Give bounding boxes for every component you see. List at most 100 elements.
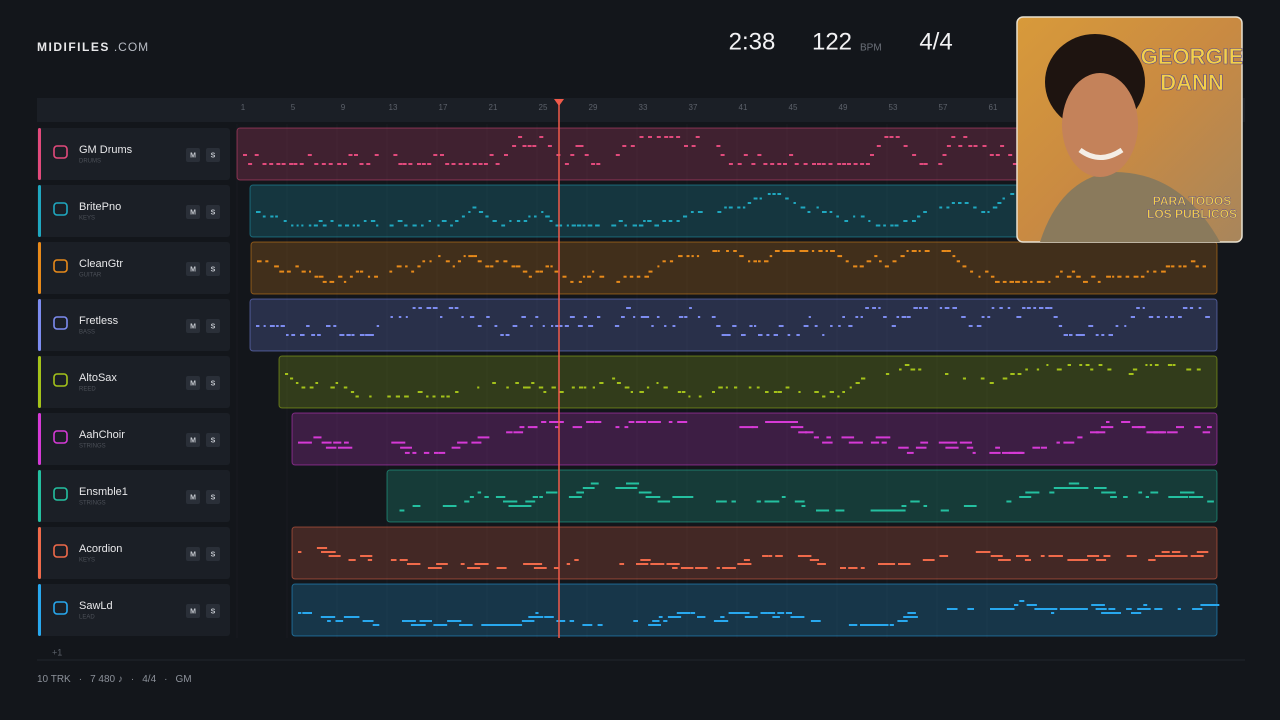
note <box>545 215 550 218</box>
note <box>350 391 355 393</box>
note <box>810 620 821 622</box>
note <box>1180 491 1195 494</box>
note <box>293 163 298 165</box>
note <box>689 307 692 309</box>
note <box>584 154 589 156</box>
note <box>1123 496 1128 498</box>
note <box>554 270 559 273</box>
note <box>635 421 647 423</box>
note <box>860 316 863 318</box>
mute-button[interactable] <box>186 604 200 618</box>
note <box>1053 316 1058 318</box>
note <box>876 145 881 147</box>
note <box>918 368 922 371</box>
track-header[interactable] <box>37 356 230 408</box>
note <box>1101 491 1116 494</box>
note <box>397 220 403 222</box>
note <box>794 500 805 503</box>
solo-button[interactable] <box>206 490 220 504</box>
track-header[interactable] <box>37 413 230 465</box>
bar-number: 9 <box>341 103 346 112</box>
note <box>966 446 974 449</box>
note <box>298 441 312 444</box>
mute-button[interactable] <box>186 148 200 162</box>
note <box>899 368 902 371</box>
note <box>464 500 470 503</box>
note <box>301 224 304 227</box>
note <box>1031 491 1038 494</box>
track-header[interactable] <box>37 470 230 522</box>
solo-button[interactable] <box>206 433 220 447</box>
note <box>1131 426 1141 429</box>
track-group: STRINGS <box>79 501 106 507</box>
note <box>668 421 673 423</box>
note <box>1049 491 1055 494</box>
track-group: REED <box>79 387 96 393</box>
note <box>389 224 394 227</box>
note <box>346 334 351 336</box>
note <box>458 163 463 165</box>
note <box>1121 421 1131 423</box>
solo-button[interactable] <box>206 547 220 561</box>
solo-button[interactable] <box>206 604 220 618</box>
mute-button[interactable] <box>186 205 200 219</box>
track-icon <box>53 259 68 273</box>
note <box>728 163 733 165</box>
solo-button[interactable] <box>206 205 220 219</box>
note <box>615 487 622 489</box>
track-color <box>38 299 41 351</box>
note <box>770 163 775 165</box>
mute-button[interactable] <box>186 262 200 276</box>
note <box>716 500 727 503</box>
note <box>523 220 528 222</box>
note <box>778 325 784 327</box>
track-header[interactable] <box>37 128 230 180</box>
track-header[interactable] <box>37 299 230 351</box>
note <box>1045 608 1058 610</box>
note <box>898 446 909 449</box>
note <box>1131 612 1142 614</box>
note <box>1106 275 1111 278</box>
note <box>545 265 549 268</box>
mute-label: M <box>190 494 196 501</box>
note <box>333 325 337 327</box>
track-header[interactable] <box>37 185 230 237</box>
note <box>920 441 929 444</box>
note <box>412 505 421 507</box>
track-header[interactable] <box>37 584 230 636</box>
solo-button[interactable] <box>206 148 220 162</box>
mute-button[interactable] <box>186 433 200 447</box>
note <box>313 224 318 227</box>
playhead-head[interactable] <box>554 99 564 106</box>
note <box>412 451 417 454</box>
note <box>1009 280 1014 283</box>
track-group: KEYS <box>79 216 95 222</box>
note <box>302 612 312 614</box>
note <box>626 307 631 309</box>
note <box>587 224 593 227</box>
mute-button[interactable] <box>186 547 200 561</box>
mute-button[interactable] <box>186 376 200 390</box>
note <box>363 220 367 222</box>
note <box>737 563 752 565</box>
more-tracks[interactable]: +1 <box>52 647 62 657</box>
note <box>467 624 471 626</box>
note <box>829 211 833 213</box>
solo-button[interactable] <box>206 319 220 333</box>
solo-button[interactable] <box>206 262 220 276</box>
solo-button[interactable] <box>206 376 220 390</box>
mute-button[interactable] <box>186 490 200 504</box>
note <box>884 509 893 512</box>
track-header[interactable] <box>37 242 230 294</box>
note <box>682 421 688 423</box>
mute-button[interactable] <box>186 319 200 333</box>
note <box>599 382 604 384</box>
note <box>343 280 347 283</box>
note <box>717 250 720 252</box>
note <box>492 220 497 222</box>
track-header[interactable] <box>37 527 230 579</box>
note <box>672 567 678 569</box>
note <box>481 624 493 626</box>
note <box>1189 307 1194 309</box>
note <box>640 316 645 318</box>
